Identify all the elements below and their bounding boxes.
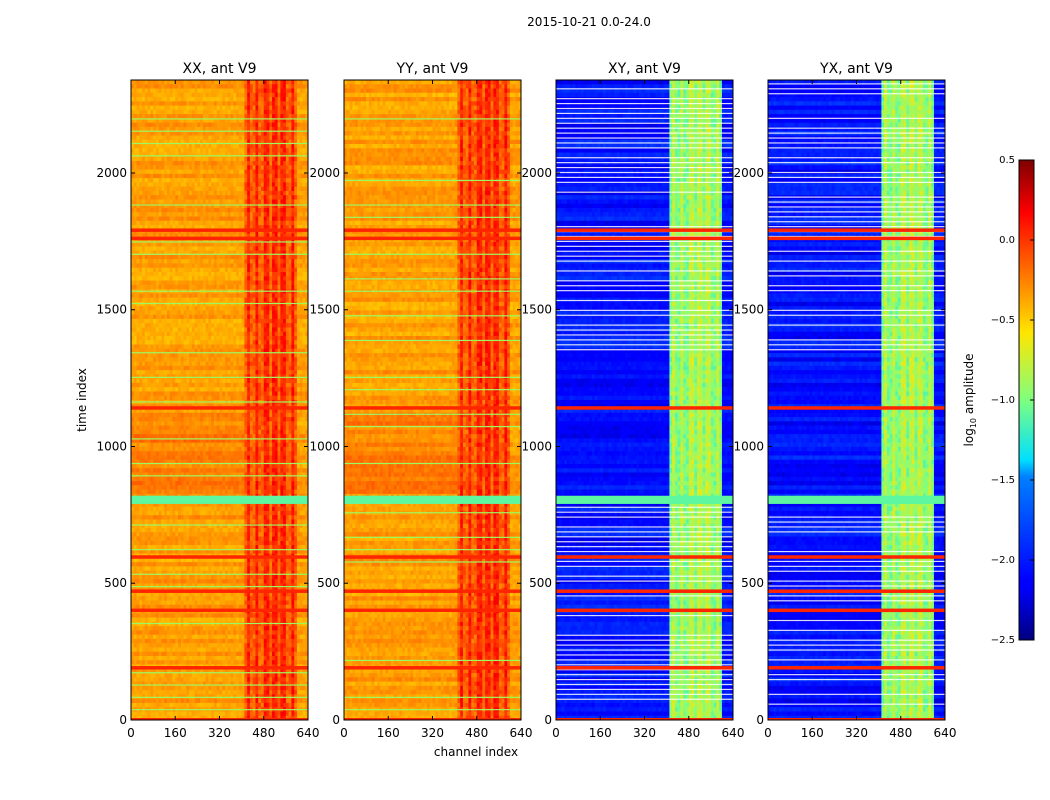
y-axis-title: time index: [75, 368, 89, 432]
x-tick-label: 320: [845, 726, 868, 740]
colorbar-tick-label: −2.0: [991, 555, 1015, 566]
y-tick-label: 500: [104, 576, 127, 590]
x-tick-label: 160: [801, 726, 824, 740]
x-axis-title: channel index: [434, 745, 518, 759]
panel-heatmap: [131, 80, 308, 720]
panel-heatmap: [768, 80, 945, 720]
x-tick-label: 320: [421, 726, 444, 740]
y-tick-label: 1000: [96, 439, 127, 453]
colorbar-label-main: log: [962, 428, 976, 446]
x-tick-label: 0: [552, 726, 560, 740]
y-tick-label: 1000: [309, 439, 340, 453]
colorbar-tick-label: 0.0: [999, 235, 1015, 246]
figure-suptitle: 2015-10-21 0.0-24.0: [527, 15, 651, 29]
x-tick-label: 320: [633, 726, 656, 740]
x-tick-label: 640: [297, 726, 320, 740]
panel-heatmap: [344, 80, 521, 720]
y-tick-label: 1500: [521, 303, 552, 317]
x-tick-label: 160: [164, 726, 187, 740]
y-tick-label: 0: [544, 713, 552, 727]
y-tick-label: 500: [741, 576, 764, 590]
panel-4: YX, ant V9 0 160 320 480 640 0 500 1000 1500 2000: [733, 61, 956, 740]
panel-1: XX, ant V9 0 160 320 480 640 0 500 1000 1500 2000: [96, 61, 319, 740]
y-tick-label: 500: [529, 576, 552, 590]
x-tick-label: 640: [722, 726, 745, 740]
x-tick-label: 640: [510, 726, 533, 740]
y-tick-label: 0: [119, 713, 127, 727]
panel-title: XY, ant V9: [608, 61, 681, 77]
panel-title: XX, ant V9: [183, 61, 257, 77]
y-tick-label: 1000: [733, 439, 764, 453]
x-tick-label: 160: [377, 726, 400, 740]
panel-title: YX, ant V9: [819, 61, 893, 77]
colorbar-tick-label: −1.5: [991, 475, 1015, 486]
panel-title: YY, ant V9: [396, 61, 469, 77]
y-tick-label: 1500: [309, 303, 340, 317]
colorbar-label-rest: amplitude: [962, 354, 976, 418]
colorbar-tick-label: −0.5: [991, 315, 1015, 326]
x-tick-label: 480: [889, 726, 912, 740]
y-tick-label: 2000: [309, 166, 340, 180]
colorbar-tick-label: 0.5: [999, 155, 1015, 166]
y-tick-label: 1500: [96, 303, 127, 317]
x-tick-label: 0: [127, 726, 135, 740]
y-tick-label: 500: [317, 576, 340, 590]
y-tick-label: 0: [332, 713, 340, 727]
colorbar-tick-label: −1.0: [991, 395, 1015, 406]
colorbar-label-sub: 10: [969, 418, 978, 428]
y-tick-label: 2000: [96, 166, 127, 180]
x-tick-label: 480: [252, 726, 275, 740]
x-tick-label: 160: [589, 726, 612, 740]
x-tick-label: 640: [934, 726, 957, 740]
x-tick-label: 320: [208, 726, 231, 740]
x-tick-label: 480: [465, 726, 488, 740]
colorbar-tick-label: −2.5: [991, 635, 1015, 646]
panel-heatmap: [556, 80, 733, 720]
panel-3: XY, ant V9 0 160 320 480 640 0 500 1000 1500 2000: [521, 61, 744, 740]
x-tick-label: 480: [677, 726, 700, 740]
colorbar: 0.5 0.0 −0.5 −1.0 −1.5 −2.0 −2.5 log10 amplitu…: [962, 155, 1035, 646]
x-tick-label: 0: [764, 726, 772, 740]
y-tick-label: 1500: [733, 303, 764, 317]
colorbar-label: log10 amplitude: [962, 354, 978, 447]
panel-2: YY, ant V9 0 160 320 480 640 0 500 1000 1500 2000: [309, 61, 532, 740]
y-tick-label: 2000: [733, 166, 764, 180]
y-tick-label: 2000: [521, 166, 552, 180]
y-tick-label: 0: [756, 713, 764, 727]
x-tick-label: 0: [340, 726, 348, 740]
y-tick-label: 1000: [521, 439, 552, 453]
colorbar-ticks: 0.5 0.0 −0.5 −1.0 −1.5 −2.0 −2.5: [991, 155, 1034, 646]
panels: XX, ant V90 160 320 480 6400500100015002000Y…: [96, 61, 956, 740]
